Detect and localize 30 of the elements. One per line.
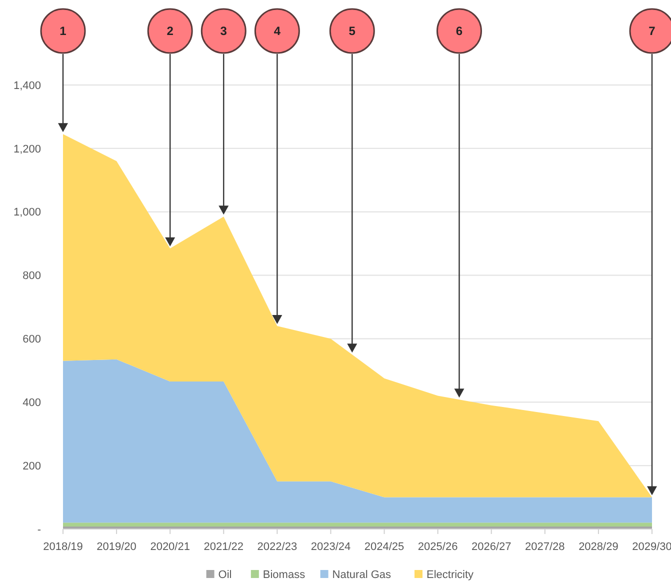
x-tick-label: 2024/25 [364,541,404,553]
y-tick-label: 1,200 [13,143,41,156]
legend-label: Electricity [426,569,474,581]
text: 6 [456,24,463,38]
x-tick-label: 2026/27 [471,541,512,553]
legend-label: Oil [218,569,232,581]
text: 3 [220,24,228,38]
text: 4 [274,24,281,38]
x-tick-label: 2019/20 [96,541,136,553]
y-tick-label: 1,000 [13,206,41,219]
text: 2 [166,24,174,38]
x-tick-label: 2018/19 [43,541,83,553]
x-tick-label: 2022/23 [257,541,298,553]
text: 1 [60,24,67,38]
y-tick-label: 800 [22,270,41,282]
x-tick-label: 2020/21 [150,541,190,553]
x-tick-label: 2025/26 [418,541,458,553]
x-tick-label: 2021/22 [204,541,244,553]
legend-label: Biomass [262,569,306,581]
x-tick-label: 2027/28 [525,541,565,553]
y-tick-label: - [37,524,42,536]
text: 5 [348,24,356,38]
y-tick-label: 200 [22,460,41,472]
y-tick-label: 1,400 [13,80,41,92]
y-tick-label: 600 [22,334,41,346]
text: 7 [648,24,656,38]
y-tick-label: 400 [22,396,41,409]
x-tick-label: 2023/24 [310,541,351,553]
legend-label: Natural Gas [332,569,392,581]
x-tick-label: 2028/29 [578,541,618,553]
